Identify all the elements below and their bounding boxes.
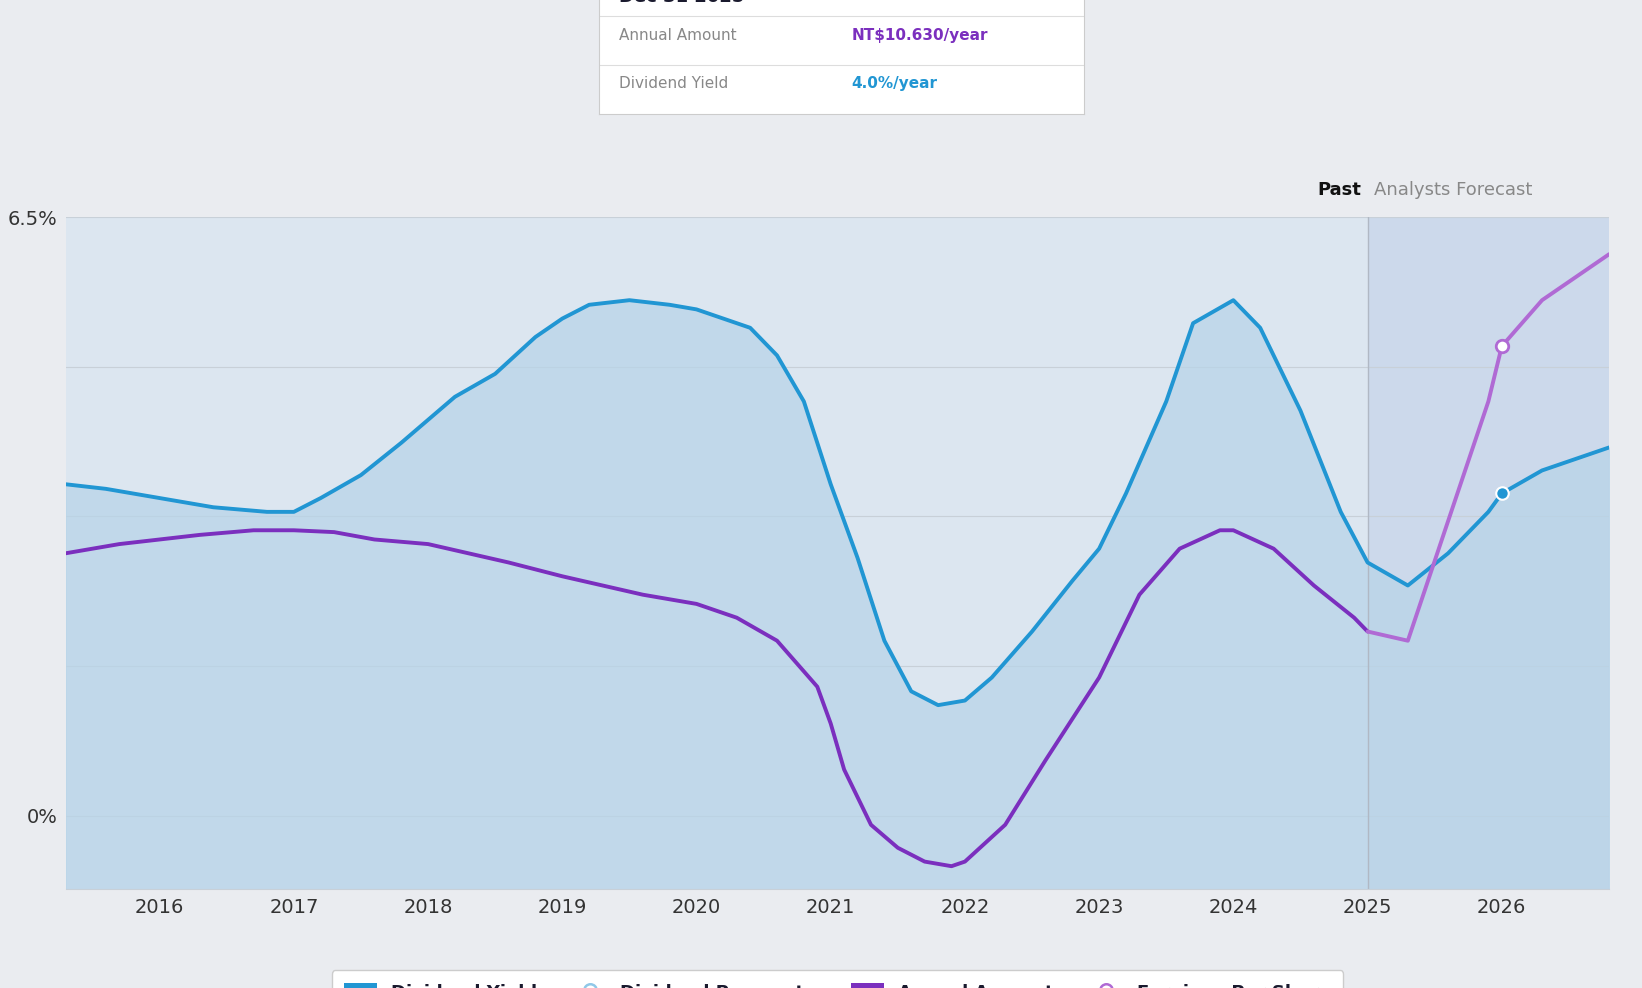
Text: Dividend Yield: Dividend Yield — [619, 76, 727, 91]
Text: 4.0%/year: 4.0%/year — [851, 76, 938, 91]
Text: Analysts Forecast: Analysts Forecast — [1374, 181, 1532, 199]
Text: Dec 31 2025: Dec 31 2025 — [619, 0, 744, 6]
Text: Past: Past — [1317, 181, 1361, 199]
Text: NT$10.630/year: NT$10.630/year — [851, 28, 988, 42]
Bar — [1368, 217, 1642, 889]
Legend: Dividend Yield, Dividend Payments, Annual Amount, Earnings Per Share: Dividend Yield, Dividend Payments, Annua… — [332, 970, 1343, 988]
Text: Annual Amount: Annual Amount — [619, 28, 736, 42]
